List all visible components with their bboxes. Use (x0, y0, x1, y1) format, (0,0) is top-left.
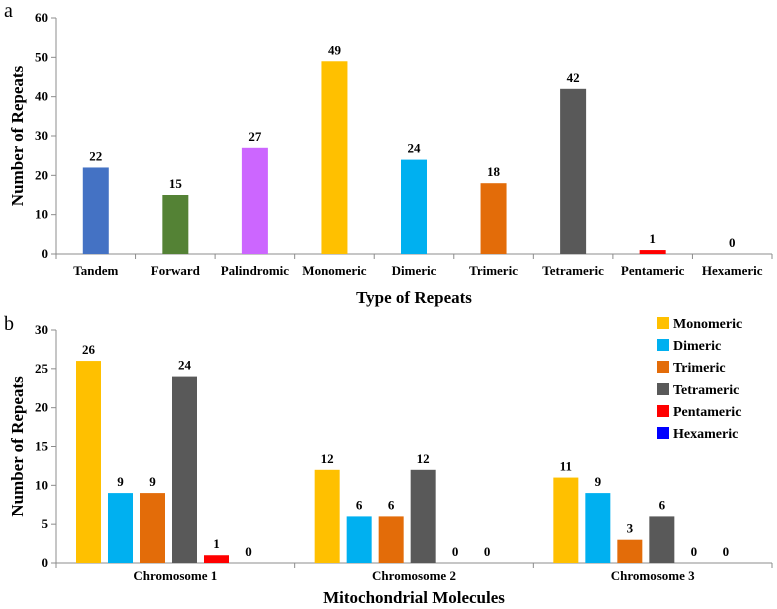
legend-swatch-tetrameric (657, 383, 669, 395)
panel-label-a: a (4, 0, 13, 22)
legend-label: Dimeric (673, 339, 721, 354)
data-label: 24 (178, 358, 192, 373)
bar-tetrameric-3 (649, 516, 675, 563)
data-label: 3 (627, 521, 634, 536)
data-label: 9 (149, 474, 156, 489)
data-label: 27 (248, 129, 262, 144)
x-tick-label: Palindromic (221, 263, 290, 278)
bar-dimeric-2 (346, 516, 372, 563)
x-tick-label: Pentameric (621, 263, 685, 278)
y-tick-label: 30 (35, 128, 48, 143)
x-tick-label: Forward (151, 263, 201, 278)
y-tick-label: 5 (42, 516, 49, 531)
data-label: 9 (595, 474, 602, 489)
x-tick-label: Monomeric (302, 263, 366, 278)
data-label: 9 (117, 474, 124, 489)
legend-swatch-hexameric (657, 427, 669, 439)
legend-swatch-pentameric (657, 405, 669, 417)
bar-tetrameric (560, 88, 587, 254)
bar-monomeric-2 (314, 469, 340, 563)
data-label: 12 (321, 451, 334, 466)
bar-pentameric-1 (204, 555, 229, 563)
data-label: 15 (169, 176, 183, 191)
y-tick-label: 20 (35, 400, 48, 415)
data-label: 6 (388, 497, 395, 512)
x-tick-label: Chromosome 2 (372, 568, 456, 583)
legend-swatch-monomeric (657, 317, 669, 329)
data-label: 49 (328, 42, 342, 57)
y-tick-label: 10 (35, 207, 48, 222)
y-tick-label: 10 (35, 477, 48, 492)
y-tick-label: 30 (35, 322, 48, 337)
data-label: 0 (452, 544, 459, 559)
bar-pentameric (639, 250, 666, 254)
y-tick-label: 25 (35, 361, 49, 376)
legend-label: Tetrameric (673, 383, 739, 398)
x-tick-label: Hexameric (702, 263, 763, 278)
panel-label-b: b (4, 313, 14, 335)
bar-tandem (82, 167, 109, 254)
bar-dimeric (401, 159, 427, 254)
legend-swatch-dimeric (657, 339, 669, 351)
legend: Monomeric Dimeric Trimeric Tetrameric Pentam… (657, 317, 742, 442)
legend-label: Pentameric (673, 405, 741, 420)
bar-palindromic (241, 147, 268, 254)
bar-monomeric (321, 61, 348, 255)
x-axis-title: Mitochondrial Molecules (323, 588, 505, 607)
legend-label: Hexameric (673, 427, 738, 442)
data-label: 24 (408, 141, 422, 156)
data-label: 12 (417, 451, 430, 466)
y-tick-label: 0 (42, 555, 49, 570)
data-label: 11 (560, 459, 572, 474)
y-tick-label: 60 (35, 10, 48, 25)
data-label: 0 (729, 235, 736, 250)
x-tick-label: Tandem (73, 263, 118, 278)
bar-trimeric-2 (378, 516, 404, 563)
bar-trimeric (480, 183, 507, 254)
y-tick-label: 50 (35, 49, 48, 64)
bar-dimeric-3 (585, 493, 611, 563)
data-label: 26 (82, 342, 96, 357)
data-label: 6 (659, 497, 666, 512)
data-label: 22 (89, 148, 102, 163)
y-tick-label: 15 (35, 439, 49, 454)
data-label: 6 (356, 497, 363, 512)
chart-panel-a: a010203040506022Tandem15Forward27Palindr… (4, 0, 773, 307)
x-tick-label: Chromosome 1 (133, 568, 217, 583)
x-tick-label: Chromosome 3 (611, 568, 695, 583)
bar-monomeric-3 (553, 477, 579, 563)
data-label: 0 (691, 544, 698, 559)
data-label: 0 (245, 544, 252, 559)
bar-dimeric-1 (108, 493, 133, 563)
bar-monomeric-1 (76, 361, 101, 563)
data-label: 1 (649, 231, 656, 246)
y-tick-label: 20 (35, 167, 48, 182)
y-axis-title: Number of Repeats (8, 376, 27, 517)
x-tick-label: Tetrameric (542, 263, 604, 278)
data-label: 42 (567, 70, 580, 85)
bar-trimeric-1 (140, 493, 165, 563)
legend-label: Trimeric (673, 361, 726, 376)
legend-swatch-trimeric (657, 361, 669, 373)
x-tick-label: Dimeric (392, 263, 437, 278)
data-label: 18 (487, 164, 501, 179)
x-axis-title: Type of Repeats (356, 288, 472, 307)
bar-forward (162, 195, 189, 254)
data-label: 0 (723, 544, 730, 559)
x-tick-label: Trimeric (469, 263, 518, 278)
y-tick-label: 0 (42, 246, 49, 261)
y-tick-label: 40 (35, 89, 48, 104)
data-label: 1 (213, 536, 220, 551)
data-label: 0 (484, 544, 491, 559)
bar-trimeric-3 (617, 539, 643, 563)
y-axis-title: Number of Repeats (8, 65, 27, 206)
legend-label: Monomeric (673, 317, 742, 332)
bar-tetrameric-2 (410, 469, 436, 563)
bar-tetrameric-1 (172, 376, 197, 563)
